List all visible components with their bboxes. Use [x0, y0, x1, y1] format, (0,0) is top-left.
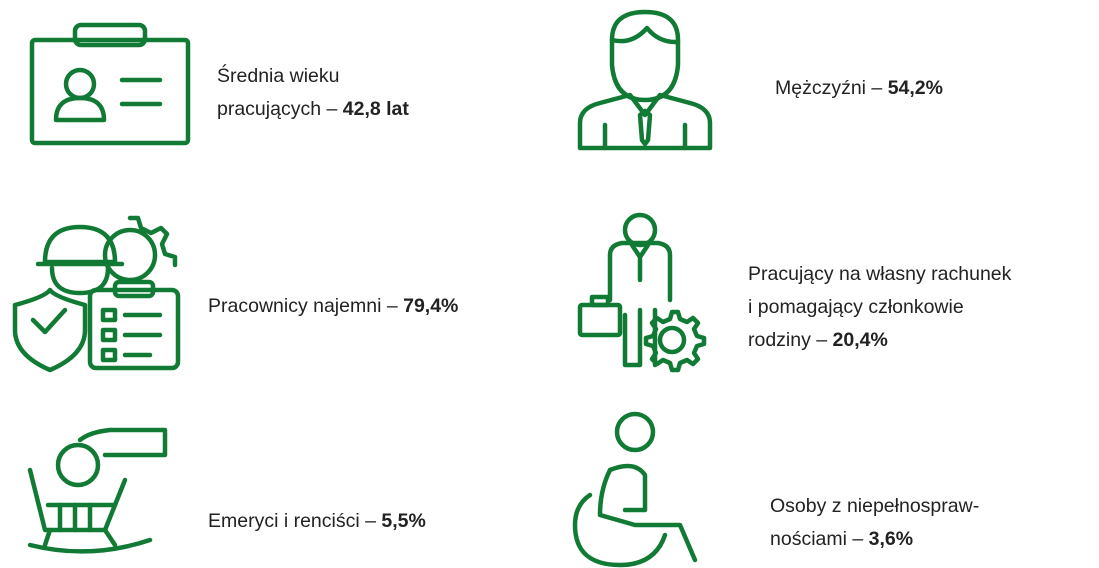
stat-label: nościami – [770, 528, 864, 550]
stat-label: rodziny – [748, 329, 828, 351]
retiree-icon [27, 427, 168, 554]
stat-block: Emeryci i renciści – 5,5% [208, 505, 426, 538]
stat-line: Mężczyźni – 54,2% [775, 72, 943, 105]
stat-value: 3,6% [868, 528, 914, 550]
stat-value: 54,2% [887, 77, 943, 99]
businessman-icon [577, 212, 707, 373]
stat-value: 5,5% [381, 510, 426, 532]
stat-line: pracujących – 42,8 lat [217, 93, 409, 126]
stat-line: Pracownicy najemni – 79,4% [208, 290, 458, 323]
stat-label: pracujących – [217, 98, 338, 120]
id-card-icon [29, 22, 191, 146]
stat-label: Pracujący na własny rachunek [748, 263, 1012, 285]
man-icon [577, 9, 713, 151]
stat-block: Mężczyźni – 54,2% [775, 72, 943, 105]
stat-block: Pracujący na własny rachunek i pomagający… [748, 258, 1011, 357]
stat-value: 79,4% [403, 295, 459, 317]
wheelchair-icon [572, 411, 698, 568]
stat-line: Pracujący na własny rachunek [748, 258, 1011, 291]
stat-label: Pracownicy najemni – [208, 295, 398, 317]
stat-label: i pomagający członkowie [748, 296, 964, 318]
stat-line: Średnia wieku [217, 60, 409, 93]
stat-line: nościami – 3,6% [770, 523, 979, 556]
stat-line: i pomagający członkowie [748, 291, 1011, 324]
stat-block: Osoby z niepełnospraw-nościami – 3,6% [770, 490, 979, 556]
stat-label: Osoby z niepełnospraw- [770, 495, 980, 517]
stat-line: Emeryci i renciści – 5,5% [208, 505, 426, 538]
stat-value: 42,8 lat [342, 98, 409, 120]
stat-label: Mężczyźni – [775, 77, 883, 99]
stat-block: Pracownicy najemni – 79,4% [208, 290, 458, 323]
worker-icon [12, 215, 181, 373]
stat-line: Osoby z niepełnospraw- [770, 490, 979, 523]
stat-label: Średnia wieku [217, 65, 340, 87]
stat-line: rodziny – 20,4% [748, 324, 1011, 357]
stat-block: Średnia wieku pracujących – 42,8 lat [217, 60, 409, 126]
stat-label: Emeryci i renciści – [208, 510, 376, 532]
stat-value: 20,4% [832, 329, 888, 351]
